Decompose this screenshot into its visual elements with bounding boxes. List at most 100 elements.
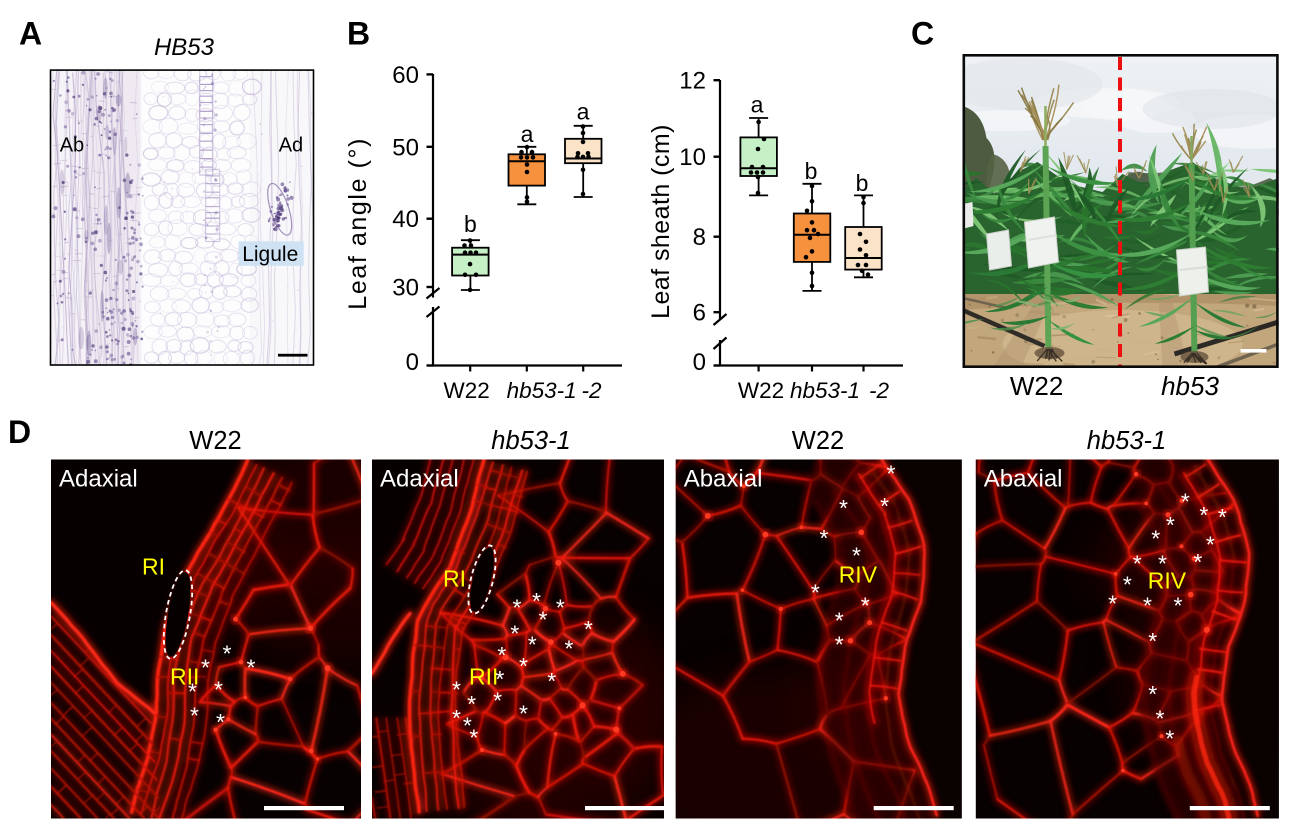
svg-text:*: * (1156, 706, 1165, 732)
svg-text:-2: -2 (869, 378, 889, 403)
svg-text:*: * (532, 588, 541, 614)
svg-text:*: * (1133, 550, 1142, 576)
svg-text:*: * (1148, 628, 1157, 654)
svg-text:a: a (577, 99, 590, 125)
svg-text:C: C (911, 15, 934, 51)
svg-text:0: 0 (693, 349, 706, 376)
svg-text:40: 40 (392, 206, 419, 233)
svg-text:RII: RII (469, 664, 498, 690)
svg-text:*: * (1148, 681, 1157, 707)
svg-text:W22: W22 (1010, 371, 1063, 401)
svg-text:*: * (513, 595, 522, 621)
svg-text:*: * (1193, 549, 1202, 575)
svg-text:*: * (880, 493, 889, 519)
svg-text:*: * (190, 703, 199, 729)
svg-text:D: D (8, 414, 31, 450)
svg-text:RII: RII (170, 664, 199, 690)
svg-text:*: * (1174, 592, 1183, 618)
svg-text:hb53-1: hb53-1 (491, 427, 570, 455)
svg-text:*: * (469, 724, 478, 750)
svg-text:*: * (1143, 592, 1152, 618)
svg-text:*: * (1218, 504, 1227, 530)
svg-text:*: * (247, 655, 256, 681)
svg-text:-2: -2 (581, 378, 601, 403)
svg-text:*: * (1206, 532, 1215, 558)
svg-text:RIV: RIV (1148, 568, 1187, 594)
svg-text:*: * (1199, 502, 1208, 528)
svg-text:Ligule: Ligule (242, 243, 298, 266)
svg-text:0: 0 (406, 349, 419, 376)
svg-text:W22: W22 (792, 427, 844, 455)
svg-text:Abaxial: Abaxial (684, 466, 763, 493)
svg-text:*: * (556, 595, 565, 621)
svg-text:*: * (528, 631, 537, 657)
svg-text:B: B (347, 15, 370, 51)
svg-text:*: * (467, 691, 476, 717)
svg-text:Adaxial: Adaxial (380, 466, 459, 493)
svg-text:b: b (856, 170, 869, 196)
svg-text:HB53: HB53 (154, 34, 215, 61)
svg-text:*: * (839, 495, 848, 521)
svg-text:*: * (1151, 526, 1160, 552)
svg-text:W22: W22 (738, 378, 784, 403)
svg-text:*: * (565, 636, 574, 662)
svg-text:W22: W22 (443, 378, 489, 403)
svg-text:30: 30 (392, 275, 419, 302)
svg-text:hb53-1: hb53-1 (1087, 427, 1166, 455)
svg-text:*: * (463, 713, 472, 739)
svg-text:*: * (214, 677, 223, 703)
svg-text:*: * (519, 701, 528, 727)
svg-text:Adaxial: Adaxial (59, 466, 138, 493)
svg-text:*: * (510, 621, 519, 647)
svg-text:a: a (751, 92, 764, 118)
svg-text:Leaf sheath (cm): Leaf sheath (cm) (647, 124, 675, 319)
svg-text:*: * (201, 655, 210, 681)
svg-text:*: * (547, 668, 556, 694)
svg-text:*: * (539, 607, 548, 633)
svg-text:*: * (1166, 512, 1175, 538)
svg-text:RI: RI (443, 566, 466, 592)
svg-text:*: * (188, 679, 197, 705)
svg-text:*: * (1181, 489, 1190, 515)
svg-text:*: * (861, 592, 870, 618)
svg-text:hb53: hb53 (1161, 371, 1219, 401)
svg-text:RI: RI (142, 554, 165, 580)
svg-text:hb53-1: hb53-1 (790, 378, 860, 403)
svg-text:*: * (493, 688, 502, 714)
svg-text:*: * (1123, 571, 1132, 597)
svg-text:RIV: RIV (839, 562, 878, 588)
svg-text:*: * (1158, 551, 1167, 577)
svg-text:*: * (887, 461, 896, 487)
svg-text:a: a (521, 121, 534, 147)
svg-text:Abaxial: Abaxial (984, 466, 1063, 493)
svg-text:*: * (216, 709, 225, 735)
svg-text:b: b (464, 211, 477, 237)
svg-text:50: 50 (392, 134, 419, 161)
svg-text:*: * (811, 579, 820, 605)
svg-text:Leaf angle (°): Leaf angle (°) (344, 137, 372, 310)
svg-text:W22: W22 (189, 427, 241, 455)
svg-text:*: * (1165, 725, 1174, 751)
svg-text:hb53-1: hb53-1 (507, 378, 577, 403)
svg-text:*: * (495, 666, 504, 692)
svg-text:b: b (805, 158, 818, 184)
svg-text:Ad: Ad (279, 134, 303, 156)
svg-text:*: * (820, 525, 829, 551)
svg-text:*: * (584, 616, 593, 642)
svg-text:*: * (497, 642, 506, 668)
svg-text:*: * (519, 653, 528, 679)
svg-text:*: * (835, 608, 844, 634)
svg-text:*: * (1108, 591, 1117, 617)
svg-text:Ab: Ab (60, 134, 84, 156)
svg-text:10: 10 (679, 144, 706, 171)
svg-text:*: * (452, 677, 461, 703)
svg-text:*: * (452, 705, 461, 731)
svg-text:6: 6 (693, 300, 706, 327)
svg-text:*: * (835, 631, 844, 657)
svg-text:60: 60 (392, 62, 419, 89)
svg-text:A: A (19, 15, 42, 51)
svg-text:12: 12 (679, 68, 706, 95)
svg-text:*: * (223, 641, 232, 667)
svg-text:8: 8 (693, 224, 706, 251)
svg-text:*: * (852, 543, 861, 569)
